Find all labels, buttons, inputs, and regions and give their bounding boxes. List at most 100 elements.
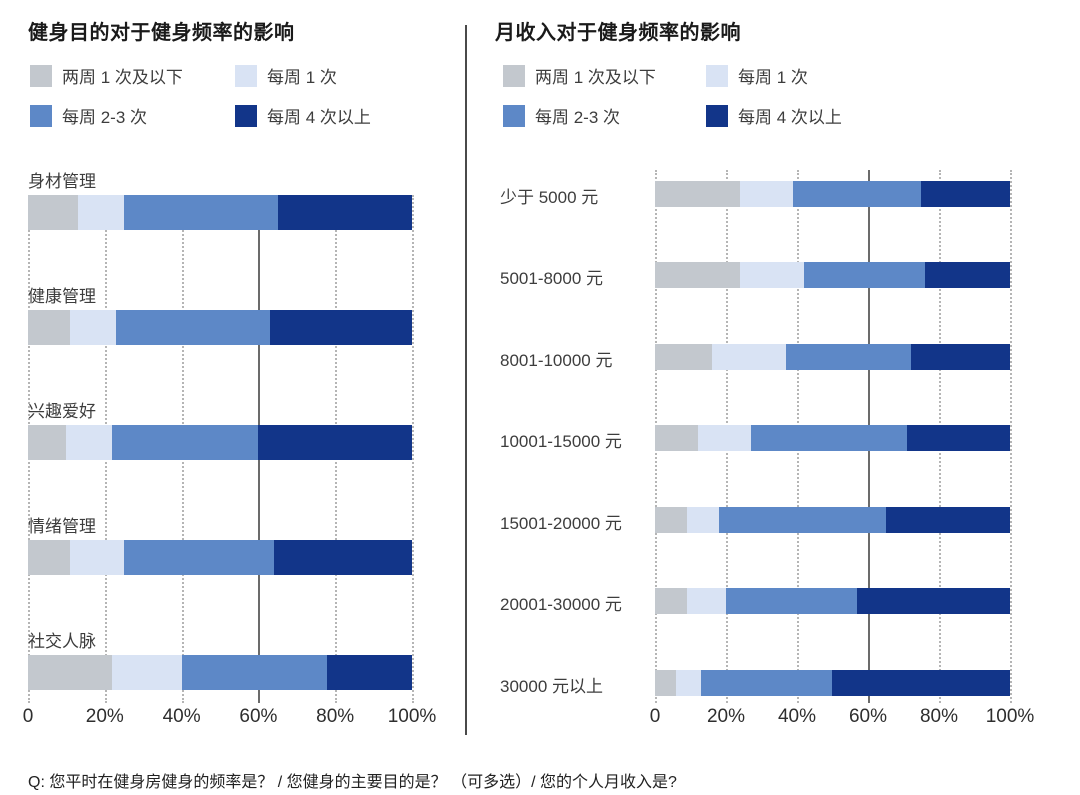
bar-segment-freq_low xyxy=(655,425,698,451)
bar-segment-freq_low xyxy=(655,181,741,207)
legend-item-biweekly: 两周 1 次及以下 xyxy=(30,64,183,87)
bar-segment-freq_2_3 xyxy=(123,195,278,230)
bar-segment-freq_4plus xyxy=(269,310,412,345)
bar-segment-freq_low xyxy=(655,262,741,288)
legend-label-weekly-1: 每周 1 次 xyxy=(267,68,337,87)
legend-swatch-weekly-4plus-icon xyxy=(235,104,257,127)
legend-swatch-weekly-1-icon xyxy=(706,64,728,87)
bar-row xyxy=(655,588,1010,614)
bar-segment-freq_low xyxy=(655,588,687,614)
axis-tick-label: 80% xyxy=(919,706,959,727)
legend-label-weekly-4plus: 每周 4 次以上 xyxy=(738,108,842,127)
bar-row xyxy=(655,507,1010,533)
legend-label-biweekly: 两周 1 次及以下 xyxy=(62,68,183,87)
bar-segment-freq_1 xyxy=(711,344,787,370)
chart-title-purpose: 健身目的对于健身频率的影响 xyxy=(28,22,295,44)
legend-item-weekly-1: 每周 1 次 xyxy=(706,64,808,87)
bar-row xyxy=(28,540,412,575)
bar-segment-freq_2_3 xyxy=(750,425,908,451)
bar-segment-freq_4plus xyxy=(907,425,1010,451)
legend-label-weekly-4plus: 每周 4 次以上 xyxy=(267,108,371,127)
bar-row xyxy=(28,425,412,460)
legend-swatch-weekly-2-3-icon xyxy=(503,104,525,127)
bar-segment-freq_2_3 xyxy=(112,425,259,460)
category-label: 健康管理 xyxy=(28,287,96,306)
bar-segment-freq_low xyxy=(28,310,71,345)
bar-row xyxy=(28,195,412,230)
bar-segment-freq_4plus xyxy=(273,540,412,575)
gridline xyxy=(412,195,414,703)
category-label: 15001-20000 元 xyxy=(500,514,622,533)
bar-segment-freq_2_3 xyxy=(701,670,833,696)
bar-row xyxy=(655,262,1010,288)
legend-label-biweekly: 两周 1 次及以下 xyxy=(535,68,656,87)
bar-segment-freq_4plus xyxy=(910,344,1010,370)
axis-tick-label: 80% xyxy=(316,706,355,727)
category-label: 少于 5000 元 xyxy=(500,188,599,207)
legend-item-biweekly: 两周 1 次及以下 xyxy=(503,64,656,87)
bar-segment-freq_4plus xyxy=(857,588,1010,614)
category-label: 5001-8000 元 xyxy=(500,269,604,288)
bar-segment-freq_1 xyxy=(112,655,182,690)
bar-segment-freq_1 xyxy=(697,425,751,451)
axis-tick-label: 40% xyxy=(162,706,201,727)
legend-swatch-biweekly-icon xyxy=(30,64,52,87)
bar-segment-freq_1 xyxy=(686,507,719,533)
category-label: 身材管理 xyxy=(28,172,96,191)
category-label: 8001-10000 元 xyxy=(500,351,613,370)
axis-tick-label: 20% xyxy=(706,706,746,727)
legend-swatch-weekly-4plus-icon xyxy=(706,104,728,127)
bar-segment-freq_1 xyxy=(740,262,805,288)
category-label: 社交人脉 xyxy=(28,632,96,651)
legend-label-weekly-1: 每周 1 次 xyxy=(738,68,808,87)
legend-swatch-weekly-2-3-icon xyxy=(30,104,52,127)
bar-segment-freq_1 xyxy=(66,425,113,460)
legend-item-weekly-2-3: 每周 2-3 次 xyxy=(503,104,620,127)
bar-segment-freq_low xyxy=(655,344,712,370)
legend-item-weekly-1: 每周 1 次 xyxy=(235,64,337,87)
bar-segment-freq_low xyxy=(28,655,113,690)
legend-item-weekly-4plus: 每周 4 次以上 xyxy=(235,104,371,127)
bar-segment-freq_4plus xyxy=(327,655,412,690)
bar-row xyxy=(655,344,1010,370)
bar-segment-freq_1 xyxy=(686,588,726,614)
category-label: 兴趣爱好 xyxy=(28,402,96,421)
axis-tick-label: 40% xyxy=(777,706,817,727)
survey-question-footnote: Q: 您平时在健身房健身的频率是？ / 您健身的主要目的是？ （可多选）/ 您的… xyxy=(28,774,677,791)
bar-segment-freq_low xyxy=(28,195,78,230)
bar-segment-freq_1 xyxy=(740,181,794,207)
bar-row xyxy=(655,670,1010,696)
axis-tick-label: 60% xyxy=(239,706,278,727)
bar-segment-freq_2_3 xyxy=(725,588,858,614)
chart-title-income: 月收入对于健身频率的影响 xyxy=(495,22,741,44)
axis-tick-label: 0 xyxy=(22,706,34,727)
bar-segment-freq_2_3 xyxy=(181,655,328,690)
bar-segment-freq_4plus xyxy=(832,670,1010,696)
legend-label-weekly-2-3: 每周 2-3 次 xyxy=(62,108,148,127)
legend-swatch-biweekly-icon xyxy=(503,64,525,87)
axis-tick-label: 60% xyxy=(848,706,888,727)
bar-segment-freq_1 xyxy=(77,195,124,230)
bar-segment-freq_low xyxy=(28,425,67,460)
panel-divider xyxy=(465,25,467,735)
gridline xyxy=(1010,170,1012,703)
bar-segment-freq_4plus xyxy=(258,425,412,460)
bar-row xyxy=(655,425,1010,451)
axis-tick-label: 0 xyxy=(649,706,661,727)
legend-swatch-weekly-1-icon xyxy=(235,64,257,87)
bar-segment-freq_1 xyxy=(70,540,124,575)
category-label: 10001-15000 元 xyxy=(500,432,622,451)
bar-row xyxy=(28,310,412,345)
bar-segment-freq_2_3 xyxy=(786,344,911,370)
bar-segment-freq_2_3 xyxy=(793,181,922,207)
bar-segment-freq_2_3 xyxy=(804,262,925,288)
category-label: 20001-30000 元 xyxy=(500,595,622,614)
bar-segment-freq_2_3 xyxy=(116,310,270,345)
legend-item-weekly-4plus: 每周 4 次以上 xyxy=(706,104,842,127)
bar-segment-freq_4plus xyxy=(924,262,1010,288)
bar-segment-freq_2_3 xyxy=(123,540,274,575)
bar-segment-freq_1 xyxy=(70,310,117,345)
category-label: 30000 元以上 xyxy=(500,677,603,696)
category-label: 情绪管理 xyxy=(28,517,96,536)
axis-tick-label: 100% xyxy=(985,706,1035,727)
